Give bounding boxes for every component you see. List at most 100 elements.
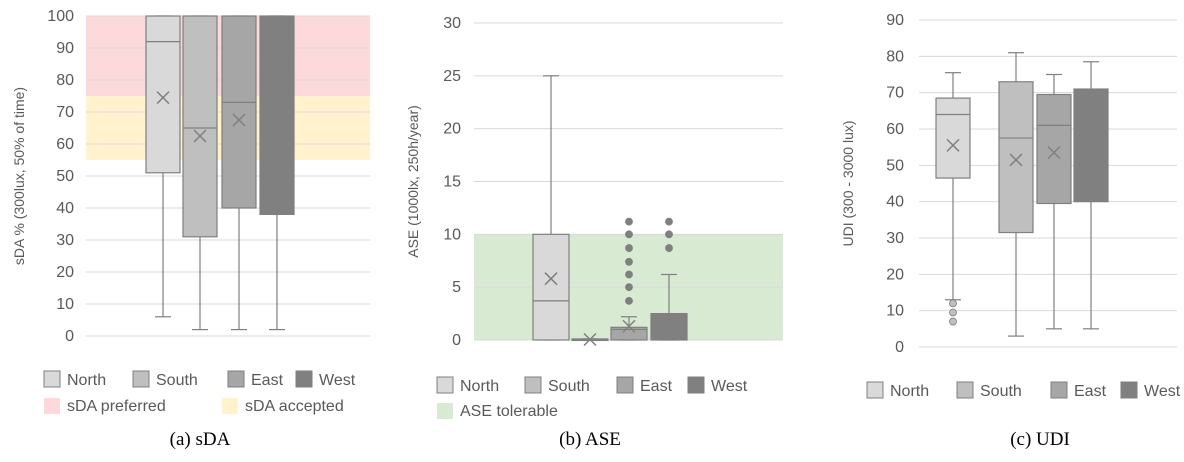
box-west [650, 217, 688, 341]
y-tick-label: 0 [895, 339, 904, 356]
y-tick-label: 90 [886, 12, 904, 29]
legend-swatch [866, 381, 884, 399]
box-layer [935, 52, 1109, 337]
box-body [145, 15, 181, 174]
legend-swatch [222, 398, 238, 414]
box-body [182, 15, 218, 238]
mean-marker [946, 138, 960, 152]
outlier-point [625, 257, 633, 266]
panel-sda: 0 10 20 30 40 50 60 70 80 90 100 sDA % (300lux, 50… [11, 8, 370, 450]
y-tick-label: 30 [886, 230, 904, 247]
y-tick-layer: 0 10 20 30 40 50 60 70 80 90 100 [47, 8, 74, 345]
y-axis-label: ASE (1000lx, 250h/year) [405, 105, 421, 258]
y-tick-label: 15 [443, 174, 461, 191]
y-tick-label: 40 [886, 194, 904, 211]
outlier-point [949, 308, 957, 317]
box-layer [532, 75, 688, 347]
y-tick-label: 50 [56, 168, 74, 185]
y-tick-label: 30 [56, 232, 74, 249]
y-tick-layer: 0 10 20 30 40 50 60 70 80 90 [886, 12, 904, 356]
mean-marker [232, 113, 246, 127]
outlier-point [625, 244, 633, 252]
box-south [998, 52, 1034, 337]
legend-label: West [711, 378, 748, 395]
box-east [610, 217, 648, 341]
y-tick-label: 10 [886, 303, 904, 320]
outlier-point [625, 217, 633, 226]
y-tick-label: 80 [886, 48, 904, 65]
y-tick-label: 80 [56, 72, 74, 89]
y-tick-label: 25 [443, 68, 461, 85]
legend-swatch [524, 376, 542, 394]
box-body [221, 15, 257, 209]
y-tick-label: 10 [56, 296, 74, 313]
box-body [998, 81, 1034, 234]
legend-label: sDA accepted [245, 398, 344, 415]
legend-swatch [132, 370, 150, 388]
outlier-point [665, 217, 673, 226]
mean-marker [1047, 146, 1061, 160]
legend-label: North [890, 383, 929, 400]
outlier-point [625, 230, 633, 239]
legend-swatch [44, 398, 60, 414]
y-tick-layer: 0 5 10 15 20 25 30 [443, 15, 461, 349]
box-east [221, 15, 257, 331]
outlier-point [949, 299, 957, 308]
legend-swatch [43, 370, 61, 388]
outlier-point [665, 230, 673, 239]
legend-swatch [436, 376, 454, 394]
mean-marker [193, 129, 207, 143]
box-north [935, 72, 971, 326]
y-tick-label: 60 [886, 121, 904, 138]
legend-swatch [1120, 381, 1138, 399]
box-body [935, 97, 971, 179]
legend-swatch [437, 403, 453, 419]
outlier-point [665, 244, 673, 252]
box-east [1036, 73, 1072, 330]
y-tick-label: 0 [452, 332, 461, 349]
outlier-point [625, 283, 633, 292]
box-north [532, 75, 570, 341]
box-north [145, 15, 181, 318]
mean-marker [544, 272, 558, 286]
legend-label: sDA preferred [67, 398, 166, 415]
y-axis-label: sDA % (300lux, 50% of time) [11, 87, 27, 265]
mean-marker [156, 91, 170, 105]
outlier-point [625, 270, 633, 279]
mean-marker [270, 114, 284, 128]
y-tick-label: 20 [443, 121, 461, 138]
box-west [259, 15, 295, 331]
legend-label: West [319, 372, 356, 389]
y-tick-label: 100 [47, 8, 74, 25]
legend: North South East West sDA preferred sDA accep… [43, 370, 356, 415]
legend-swatch [616, 376, 634, 394]
legend-label: North [460, 378, 499, 395]
panel-ase: 0 5 10 15 20 25 30 ASE (1000lx, 250h/year) Nor… [405, 15, 783, 450]
y-tick-label: 5 [452, 279, 461, 296]
mean-marker [662, 317, 676, 331]
y-tick-label: 0 [65, 328, 74, 345]
y-tick-label: 50 [886, 157, 904, 174]
box-body [532, 233, 570, 341]
legend-swatch [227, 370, 245, 388]
box-south [571, 332, 609, 347]
legend-label: East [640, 378, 673, 395]
y-tick-label: 30 [443, 15, 461, 32]
outlier-point [949, 317, 957, 326]
caption: (b) ASE [559, 429, 621, 450]
legend-label: South [548, 378, 590, 395]
legend-label: East [251, 372, 284, 389]
box-layer [145, 15, 295, 331]
y-axis-label: UDI (300 - 3000 lux) [840, 120, 856, 246]
legend-label: West [1144, 383, 1181, 400]
legend: North South East West ASE tolerable [436, 376, 748, 420]
box-body [1073, 88, 1109, 203]
box-west [1073, 61, 1109, 330]
y-tick-label: 20 [56, 264, 74, 281]
mean-marker [583, 332, 597, 347]
y-tick-label: 60 [56, 136, 74, 153]
y-tick-label: 90 [56, 40, 74, 57]
y-tick-label: 70 [886, 85, 904, 102]
caption: (c) UDI [1010, 429, 1070, 450]
